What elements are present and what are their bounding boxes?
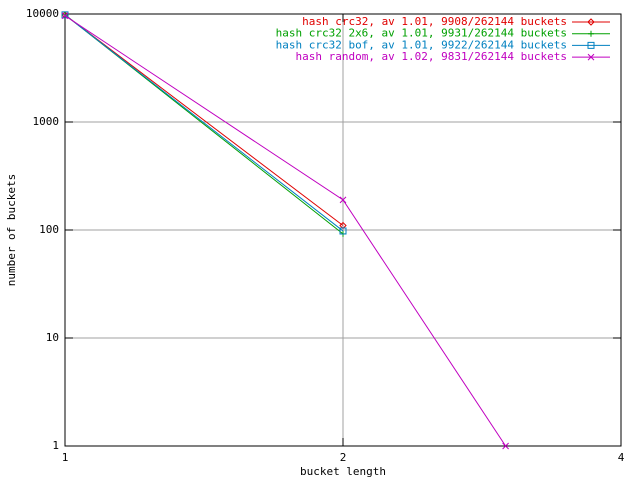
marker — [587, 18, 595, 26]
marker — [502, 442, 509, 450]
x-tick-label: 1 — [62, 451, 69, 464]
marker — [339, 196, 347, 204]
x-axis-label: bucket length — [300, 465, 386, 478]
y-tick-label: 10 — [46, 331, 59, 344]
marker — [339, 227, 347, 235]
plot-border — [64, 13, 622, 447]
marker — [588, 30, 594, 37]
y-tick-label: 1 — [52, 439, 59, 452]
x-tick-label: 2 — [340, 451, 347, 464]
marker — [62, 11, 68, 18]
legend-label: hash crc32 bof, av 1.01, 9922/262144 buc… — [276, 38, 567, 51]
y-axis-label: number of buckets — [5, 174, 18, 287]
series-line — [64, 14, 344, 232]
marker — [587, 53, 595, 61]
y-tick-label: 10000 — [26, 7, 59, 20]
y-tick-label: 1000 — [33, 115, 60, 128]
legend-label: hash crc32 2x6, av 1.01, 9931/262144 buc… — [276, 27, 567, 40]
marker — [587, 41, 595, 49]
marker — [61, 12, 69, 20]
series-line — [64, 14, 344, 226]
legend-label: hash random, av 1.02, 9831/262144 bucket… — [295, 50, 567, 63]
y-tick-label: 100 — [39, 223, 59, 236]
legend-label: hash crc32, av 1.01, 9908/262144 buckets — [302, 15, 567, 28]
x-tick-label: 4 — [618, 451, 625, 464]
